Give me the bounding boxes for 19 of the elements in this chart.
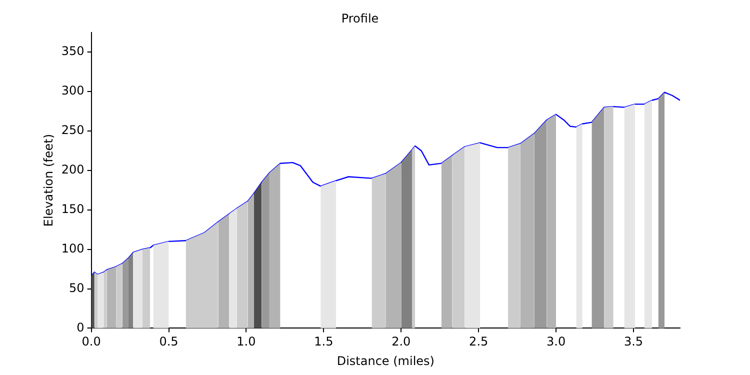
y-tick-label: 150 xyxy=(61,202,84,216)
x-tick-label: 3.0 xyxy=(546,334,566,349)
x-axis-title: Distance (miles) xyxy=(336,354,434,368)
y-tick-label: 0 xyxy=(76,320,84,334)
y-tick-label: 300 xyxy=(61,84,84,98)
y-tick-label: 50 xyxy=(69,280,84,295)
x-tick-label: 3.5 xyxy=(624,334,644,349)
x-tick-label: 1.0 xyxy=(236,334,256,349)
y-tick-label: 200 xyxy=(61,162,84,177)
chart-title: Profile xyxy=(341,11,379,26)
x-tick-label: 0.0 xyxy=(82,334,101,349)
x-tick-label: 2.0 xyxy=(392,334,411,349)
x-tick-label: 2.5 xyxy=(469,334,488,349)
y-tick-label: 100 xyxy=(61,241,84,256)
x-tick-label: 0.5 xyxy=(159,334,178,349)
x-tick-label: 1.5 xyxy=(314,334,334,349)
y-tick-label: 350 xyxy=(61,44,84,58)
y-tick-label: 250 xyxy=(61,123,84,138)
y-axis-title: Elevation (feet) xyxy=(41,134,56,227)
